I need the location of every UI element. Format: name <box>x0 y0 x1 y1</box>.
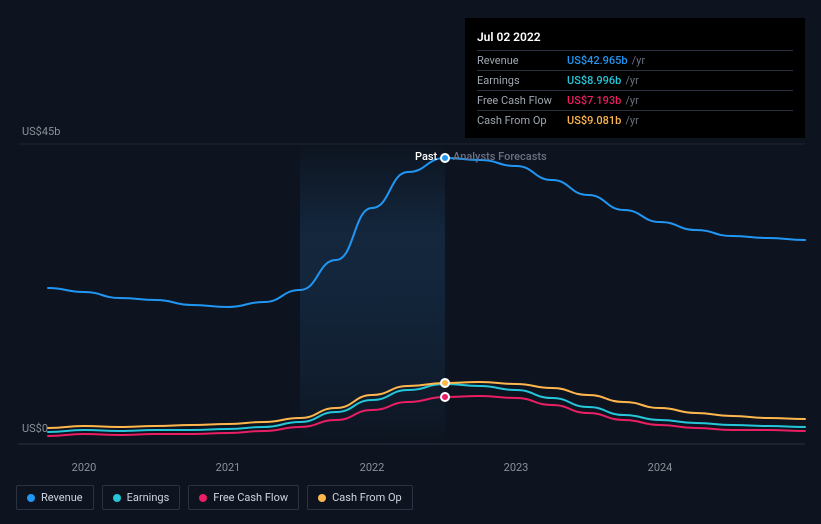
past-label: Past <box>415 150 437 163</box>
tooltip-row-value: US$8.996b <box>567 74 621 87</box>
tooltip-row-value: US$7.193b <box>567 94 621 107</box>
tooltip-row-label: Earnings <box>477 74 567 87</box>
x-axis-label: 2020 <box>72 461 97 474</box>
x-axis-label: 2024 <box>648 461 673 474</box>
tooltip-row: RevenueUS$42.965b/yr <box>477 51 793 71</box>
tooltip-row-unit: /yr <box>625 114 638 127</box>
tooltip-row-value: US$9.081b <box>567 114 621 127</box>
x-axis-label: 2023 <box>504 461 529 474</box>
tooltip-row-label: Revenue <box>477 54 567 67</box>
tooltip-row: Cash From OpUS$9.081b/yr <box>477 111 793 130</box>
tooltip-row-label: Free Cash Flow <box>477 94 567 107</box>
legend-dot-icon <box>199 494 207 502</box>
tooltip-row-label: Cash From Op <box>477 114 567 127</box>
tooltip-row-value: US$42.965b <box>567 54 628 67</box>
tooltip-row-unit: /yr <box>632 54 645 67</box>
tooltip-row-unit: /yr <box>625 94 638 107</box>
legend-item-label: Free Cash Flow <box>213 491 288 504</box>
legend-dot-icon <box>27 494 35 502</box>
legend-item-earnings[interactable]: Earnings <box>102 485 181 510</box>
legend-item-label: Revenue <box>41 491 83 504</box>
y-axis-label: US$0 <box>22 422 48 435</box>
tooltip-row-unit: /yr <box>625 74 638 87</box>
chart-legend: Revenue Earnings Free Cash Flow Cash From O… <box>16 485 413 510</box>
tooltip-row: Free Cash FlowUS$7.193b/yr <box>477 91 793 111</box>
marker-dot-icon <box>441 393 449 401</box>
legend-item-cash-from-op[interactable]: Cash From Op <box>307 485 413 510</box>
legend-item-free-cash-flow[interactable]: Free Cash Flow <box>188 485 299 510</box>
marker-dot-icon <box>441 154 449 162</box>
x-axis-label: 2022 <box>360 461 385 474</box>
forecast-label: Analysts Forecasts <box>453 150 547 163</box>
chart-tooltip: Jul 02 2022 RevenueUS$42.965b/yrEarnings… <box>465 18 805 138</box>
marker-dot-icon <box>441 379 449 387</box>
legend-dot-icon <box>318 494 326 502</box>
legend-item-label: Cash From Op <box>332 491 402 504</box>
y-axis-label: US$45b <box>22 125 60 138</box>
x-axis-label: 2021 <box>216 461 241 474</box>
legend-dot-icon <box>113 494 121 502</box>
tooltip-title: Jul 02 2022 <box>477 26 793 51</box>
legend-item-label: Earnings <box>127 491 170 504</box>
legend-item-revenue[interactable]: Revenue <box>16 485 94 510</box>
tooltip-row: EarningsUS$8.996b/yr <box>477 71 793 91</box>
